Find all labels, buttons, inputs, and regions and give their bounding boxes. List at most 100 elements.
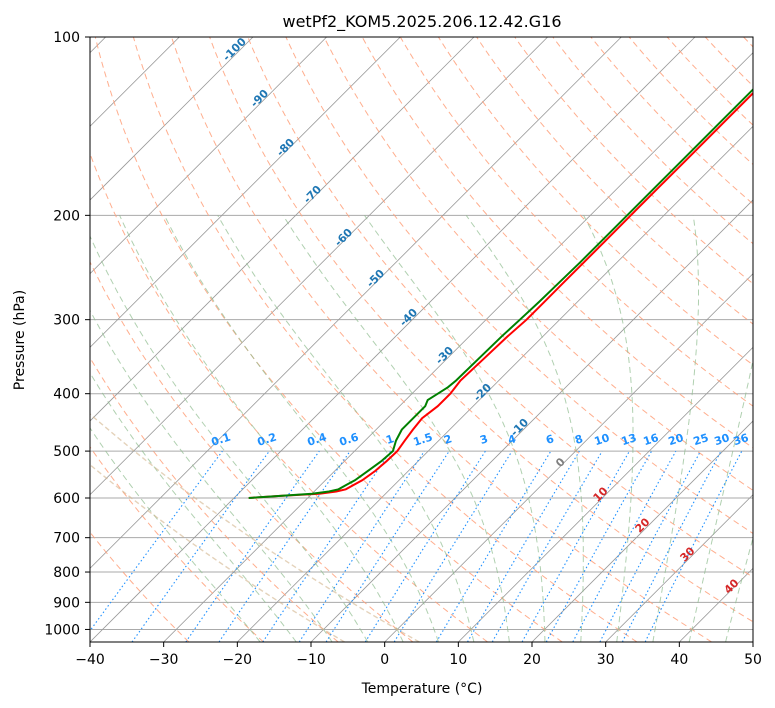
dry-adiabat-line bbox=[437, 37, 753, 366]
dry-adiabat-line bbox=[247, 37, 753, 578]
mixing-ratio-label: 0.4 bbox=[306, 430, 329, 448]
mixing-ratio-line bbox=[364, 450, 486, 642]
moist-adiabat-line bbox=[364, 215, 546, 642]
dry-adiabat-label: -30 bbox=[433, 344, 456, 367]
mixing-ratio-label: 30 bbox=[713, 431, 732, 448]
special-adiabat-line bbox=[90, 413, 420, 642]
dry-adiabat-line bbox=[209, 37, 753, 623]
dry-adiabat-label: -60 bbox=[332, 226, 355, 249]
isotherm-line bbox=[163, 52, 753, 642]
mixing-ratio-line bbox=[90, 450, 223, 632]
chart-title: wetPf2_KOM5.2025.206.12.42.G16 bbox=[282, 12, 561, 32]
mixing-ratio-line bbox=[185, 450, 320, 642]
dry-adiabat-line bbox=[476, 37, 753, 325]
x-tick-label: −20 bbox=[223, 652, 253, 668]
moist-adiabat-line bbox=[465, 215, 584, 642]
x-tick-label: 40 bbox=[670, 652, 688, 668]
dry-adiabat-line bbox=[90, 152, 488, 642]
x-tick-label: 50 bbox=[744, 652, 762, 668]
dry-adiabat-label: -20 bbox=[471, 381, 494, 404]
isotherm-line bbox=[384, 273, 753, 642]
x-tick-label: −10 bbox=[296, 652, 326, 668]
dry-adiabat-line bbox=[90, 531, 190, 642]
y-tick-label: 100 bbox=[53, 30, 80, 46]
moist-adiabat-label: 0 bbox=[553, 455, 568, 470]
x-tick-label: 30 bbox=[597, 652, 615, 668]
sounding-lines bbox=[248, 88, 753, 499]
isotherm-line bbox=[752, 641, 753, 642]
dry-adiabat-line bbox=[628, 37, 753, 166]
isotherm-line bbox=[458, 346, 753, 642]
mixing-ratio-label: 0.2 bbox=[256, 430, 279, 448]
moist-adiabat-line bbox=[90, 309, 333, 642]
line-labels: -100-90-80-70-60-50-40-30-20-10010203040… bbox=[210, 35, 751, 597]
mixing-ratio-label: 8 bbox=[573, 432, 584, 447]
moist-adiabat-label: 40 bbox=[722, 576, 742, 596]
y-tick-label: 400 bbox=[53, 387, 80, 403]
dry-adiabat-line bbox=[171, 37, 712, 642]
x-axis-label: Temperature (°C) bbox=[361, 681, 483, 697]
axis-ticks: −40 −30 −20 −10 0 10 20 30 40 5010020030040050060… bbox=[44, 30, 762, 668]
isotherm-line bbox=[90, 37, 401, 348]
x-tick-label: 0 bbox=[380, 652, 389, 668]
mixing-ratio-line bbox=[131, 450, 270, 642]
mixing-ratio-label: 16 bbox=[642, 431, 661, 448]
isotherm-line bbox=[90, 37, 254, 201]
moist-adiabat-label: 10 bbox=[591, 484, 611, 504]
dry-adiabat-line bbox=[132, 37, 638, 642]
y-tick-label: 900 bbox=[53, 595, 80, 611]
mixing-ratio-line bbox=[572, 450, 677, 642]
mixing-ratio-label: 0.6 bbox=[338, 430, 361, 448]
mixing-ratio-line bbox=[521, 450, 630, 642]
isotherm-line bbox=[90, 37, 696, 642]
moist-adiabat-line bbox=[282, 215, 510, 642]
dry-adiabat-line bbox=[743, 37, 753, 48]
x-tick-label: −30 bbox=[149, 652, 179, 668]
mixing-ratio-line bbox=[467, 450, 580, 642]
moist-adiabat-line bbox=[652, 215, 699, 642]
moist-adiabat-line bbox=[90, 235, 369, 642]
isotherm-line bbox=[310, 199, 753, 642]
y-tick-label: 600 bbox=[53, 491, 80, 507]
dry-adiabat-label: -40 bbox=[397, 306, 420, 329]
dry-adiabat-line bbox=[361, 37, 753, 449]
mixing-ratio-label: 1 bbox=[384, 432, 395, 447]
moist-adiabat-line bbox=[90, 371, 297, 642]
x-tick-label: 20 bbox=[523, 652, 541, 668]
y-tick-label: 200 bbox=[53, 208, 80, 224]
moist-adiabat-line bbox=[217, 215, 475, 642]
mixing-ratio-label: 25 bbox=[692, 431, 711, 448]
dry-adiabat-label: -90 bbox=[248, 87, 271, 110]
dry-adiabat-line bbox=[90, 356, 339, 642]
isotherm-line bbox=[90, 37, 622, 569]
dry-adiabat-label: -100 bbox=[220, 35, 249, 64]
mixing-ratio-label: 1.5 bbox=[412, 430, 435, 448]
mixing-ratio-line bbox=[491, 450, 603, 642]
y-tick-label: 700 bbox=[53, 531, 80, 547]
dry-adiabat-line bbox=[399, 37, 753, 407]
plot-area bbox=[90, 37, 753, 642]
dry-adiabat-line bbox=[514, 37, 753, 285]
moist-adiabat-label: 30 bbox=[678, 544, 698, 564]
dry-adiabat-label: -50 bbox=[364, 267, 387, 290]
isotherm-line bbox=[237, 125, 753, 642]
moist-adiabat-label: 20 bbox=[633, 515, 653, 535]
isotherm-line bbox=[531, 420, 753, 642]
isotherm-line bbox=[90, 37, 548, 496]
mixing-ratio-label: 10 bbox=[593, 431, 612, 448]
plot-frame bbox=[89, 36, 754, 643]
y-tick-label: 1000 bbox=[44, 622, 80, 638]
dry-adiabat-line bbox=[90, 260, 414, 642]
mixing-ratio-line bbox=[435, 450, 552, 642]
isotherm-line bbox=[90, 37, 475, 422]
isotherm-line bbox=[90, 37, 327, 275]
x-tick-label: −40 bbox=[75, 652, 105, 668]
mixing-ratio-label: 4 bbox=[506, 432, 518, 447]
dry-adiabat-label: -70 bbox=[301, 183, 324, 206]
mixing-ratio-label: 6 bbox=[544, 432, 556, 447]
special-adiabat-line bbox=[90, 463, 345, 642]
mixing-ratio-line bbox=[262, 450, 392, 642]
moist-adiabat-line bbox=[583, 215, 634, 642]
mixing-ratio-line bbox=[218, 450, 351, 642]
